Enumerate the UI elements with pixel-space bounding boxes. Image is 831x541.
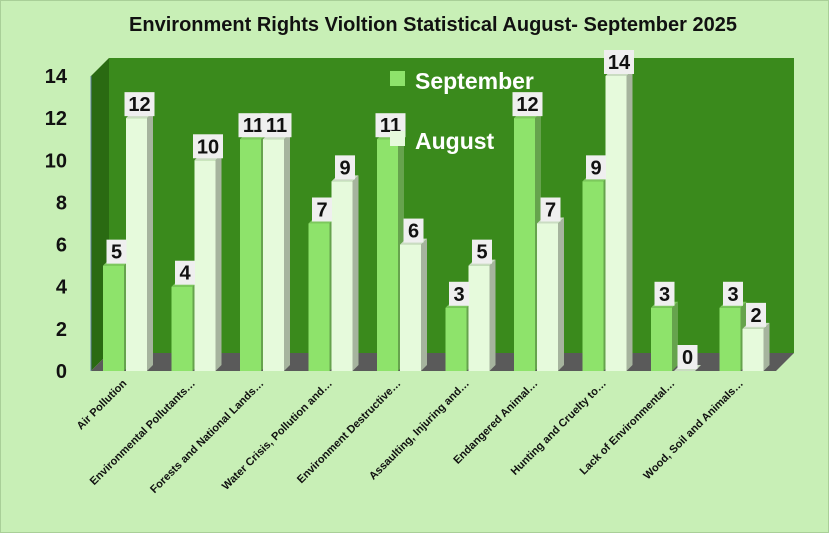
y-tick-label: 14 (45, 66, 68, 88)
y-tick-label: 0 (56, 361, 67, 383)
data-label-august-2: 10 (197, 136, 219, 158)
data-label-box (124, 92, 155, 117)
bar-august-4 (331, 175, 359, 371)
bar-september-5 (377, 133, 404, 371)
x-tick-label: Water Crisis, Pollution and… (220, 378, 335, 493)
data-label-september-7: 12 (516, 94, 538, 116)
x-tick-label: Forests and National Lands… (148, 378, 266, 496)
bar-september-1 (103, 259, 130, 371)
data-label-box (604, 50, 634, 74)
data-label-september-9: 3 (659, 284, 670, 306)
data-label-august-7: 7 (545, 200, 556, 222)
legend-swatch-august (390, 131, 405, 146)
bar-august-5 (400, 238, 427, 371)
y-tick-label: 10 (45, 150, 67, 172)
data-label-box (335, 155, 355, 180)
data-label-box (472, 239, 492, 264)
data-label-box (654, 281, 675, 306)
bar-september-4 (308, 217, 336, 371)
y-tick-label: 2 (56, 319, 67, 341)
data-label-box (586, 155, 606, 180)
data-label-september-3: 11 (243, 115, 264, 137)
bar-september-7 (514, 112, 541, 372)
y-tick-label: 4 (56, 277, 68, 299)
data-label-box (677, 345, 698, 369)
bar-august-2 (194, 154, 222, 371)
data-label-august-3: 11 (266, 115, 287, 137)
legend-label-september: September (415, 68, 534, 94)
data-label-september-8: 9 (590, 157, 601, 179)
data-label-september-6: 3 (453, 284, 464, 306)
bar-september-2 (171, 280, 199, 371)
data-label-box (312, 197, 332, 222)
data-label-august-9: 0 (682, 347, 693, 369)
legend-label-august: August (415, 128, 495, 154)
x-tick-label: Air Pollution (75, 377, 130, 432)
data-label-box (106, 239, 127, 264)
data-label-box (261, 113, 292, 138)
bar-september-10 (719, 301, 747, 371)
data-label-august-4: 9 (339, 157, 350, 179)
bar-august-8 (605, 70, 633, 371)
data-label-box (403, 218, 424, 243)
data-label-september-2: 4 (179, 263, 191, 285)
bar-august-10 (742, 322, 770, 371)
bar-august-6 (468, 259, 496, 371)
data-label-box (540, 197, 561, 222)
y-tick-label: 8 (56, 192, 67, 214)
data-label-september-4: 7 (316, 200, 327, 222)
data-label-august-1: 12 (128, 94, 150, 116)
bar-august-7 (537, 217, 564, 371)
y-tick-label: 6 (56, 235, 67, 257)
data-label-september-10: 3 (727, 284, 738, 306)
data-label-box (449, 281, 469, 306)
data-label-box (193, 134, 223, 159)
bar-september-6 (445, 301, 473, 371)
data-label-box (723, 281, 743, 306)
bar-september-9 (651, 301, 678, 371)
data-label-box (175, 260, 195, 285)
bar-august-1 (126, 112, 153, 372)
data-label-august-10: 2 (750, 305, 761, 327)
chart-title: Environment Rights Violtion Statistical … (129, 14, 737, 36)
data-label-box (512, 92, 543, 117)
data-label-august-5: 6 (408, 221, 419, 243)
legend-swatch-september (390, 71, 405, 86)
bar-september-3 (240, 133, 267, 371)
data-label-august-6: 5 (476, 242, 487, 264)
data-label-september-1: 5 (111, 242, 122, 264)
data-label-august-8: 14 (608, 52, 631, 74)
data-label-box (746, 302, 766, 327)
bar-august-3 (263, 133, 290, 371)
bar-september-8 (582, 175, 610, 371)
y-tick-label: 12 (45, 108, 67, 130)
